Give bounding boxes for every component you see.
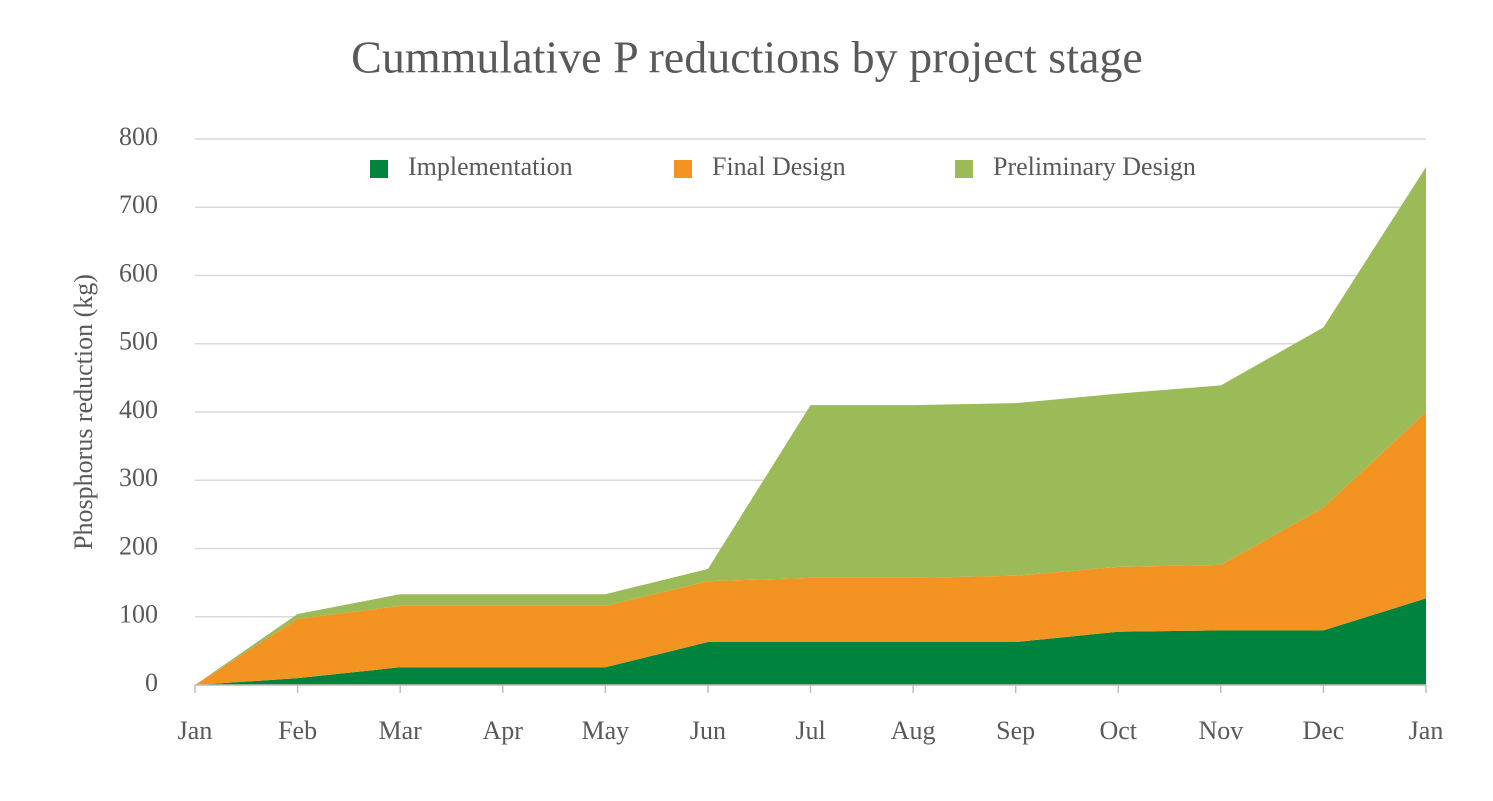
x-tick-label: Jun xyxy=(690,716,726,745)
x-tick-label: Jan xyxy=(178,716,213,745)
legend-label: Preliminary Design xyxy=(993,152,1196,181)
y-tick-label: 400 xyxy=(119,395,158,424)
area xyxy=(195,412,1426,685)
x-tick-label: May xyxy=(581,716,629,745)
area xyxy=(195,166,1426,686)
x-tick-label: Sep xyxy=(996,716,1035,745)
x-tick-label: Dec xyxy=(1302,716,1344,745)
y-tick-label: 0 xyxy=(145,668,158,697)
y-tick-label: 800 xyxy=(119,122,158,151)
y-tick-label: 200 xyxy=(119,531,158,560)
y-tick-label: 700 xyxy=(119,190,158,219)
x-tick-label: Jul xyxy=(795,716,825,745)
y-tick-label: 100 xyxy=(119,600,158,629)
legend-label: Implementation xyxy=(408,152,573,181)
legend-swatch xyxy=(955,160,973,178)
y-tick-label: 600 xyxy=(119,258,158,287)
x-tick-label: Nov xyxy=(1198,716,1243,745)
legend-label: Final Design xyxy=(712,152,846,181)
y-tick-label: 300 xyxy=(119,463,158,492)
x-tick-label: Apr xyxy=(483,716,524,745)
x-tick-label: Oct xyxy=(1099,716,1137,745)
legend-swatch xyxy=(674,160,692,178)
x-tick-label: Aug xyxy=(891,716,936,745)
legend-swatch xyxy=(370,160,388,178)
area xyxy=(195,598,1426,685)
y-tick-label: 500 xyxy=(119,327,158,356)
y-axis-label: Phosphorus reduction (kg) xyxy=(69,274,98,550)
x-tick-label: Mar xyxy=(379,716,423,745)
chart-title: Cummulative P reductions by project stag… xyxy=(351,32,1143,83)
x-tick-label: Feb xyxy=(278,716,317,745)
x-tick-label: Jan xyxy=(1409,716,1444,745)
